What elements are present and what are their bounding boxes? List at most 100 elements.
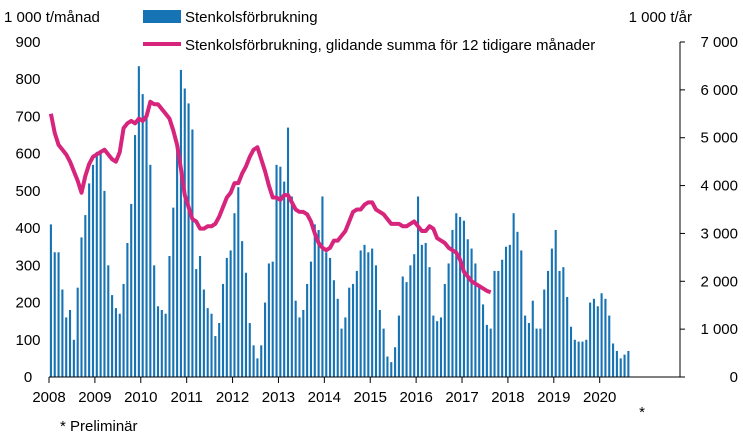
bar: [482, 304, 485, 377]
bar: [137, 66, 140, 377]
bar: [592, 298, 595, 377]
bar: [168, 256, 171, 377]
bar: [569, 326, 573, 377]
legend-bar-swatch: [143, 10, 181, 23]
x-tick-label: 2008: [32, 389, 65, 406]
left-axis-label: 1 000 t/månad: [4, 9, 100, 26]
bar: [317, 229, 320, 377]
x-tick-label: 2019: [537, 389, 570, 406]
bar: [95, 151, 98, 377]
bar: [329, 257, 332, 377]
bar: [84, 215, 87, 377]
bar: [279, 166, 282, 377]
bar: [627, 350, 630, 377]
right-tick-label: 7 000: [700, 34, 738, 51]
x-tick-label: 2010: [124, 389, 157, 406]
legend: Stenkolsförbrukning Stenkolsförbrukning,…: [143, 9, 595, 54]
bar: [68, 310, 72, 377]
bar: [195, 269, 198, 377]
bar: [72, 339, 75, 377]
bar: [516, 231, 519, 377]
left-tick-label: 700: [15, 108, 40, 125]
bar: [76, 287, 79, 377]
right-axis-label: 1 000 t/år: [629, 9, 692, 26]
left-tick-label: 0: [24, 369, 32, 386]
bar: [351, 283, 355, 377]
bar: [348, 287, 351, 377]
bar: [256, 358, 259, 377]
bar: [367, 252, 370, 377]
bar: [325, 252, 328, 377]
bar: [566, 296, 569, 377]
left-tick-label: 900: [15, 34, 40, 51]
bar: [386, 356, 389, 377]
bar: [489, 328, 492, 377]
right-tick-label: 0: [730, 369, 738, 386]
bar: [176, 148, 179, 377]
bar: [589, 302, 592, 377]
bar: [302, 310, 305, 377]
bar: [608, 315, 611, 377]
right-tick-label: 4 000: [700, 178, 738, 195]
left-tick-label: 500: [15, 183, 40, 200]
bar: [550, 248, 553, 377]
bar: [153, 265, 156, 377]
bar: [111, 295, 114, 377]
bar: [290, 196, 293, 377]
x-tick-label: 2020: [583, 389, 616, 406]
left-tick-label: 400: [15, 220, 40, 237]
bar: [508, 244, 511, 377]
bar: [585, 339, 588, 377]
bar: [313, 224, 316, 377]
bar: [439, 317, 443, 377]
bar: [241, 241, 244, 377]
footnote-marker: *: [639, 404, 645, 421]
bar: [581, 341, 584, 377]
bar: [416, 196, 420, 377]
left-tick-label: 600: [15, 146, 40, 163]
bar: [504, 246, 508, 377]
bar: [145, 116, 148, 377]
bar: [543, 289, 546, 377]
bar: [462, 220, 465, 377]
bar: [225, 257, 228, 377]
bar: [394, 347, 397, 377]
bar: [141, 94, 144, 378]
bar: [229, 250, 232, 377]
bar: [53, 252, 56, 377]
bar: [371, 248, 374, 377]
bar: [130, 203, 133, 377]
bar: [535, 328, 538, 377]
bar: [298, 317, 301, 377]
bar: [459, 216, 462, 377]
bar: [88, 183, 91, 377]
bar: [233, 213, 236, 377]
bar: [600, 293, 603, 377]
line-series: [48, 99, 492, 295]
bar: [248, 323, 251, 377]
bar: [382, 328, 385, 377]
x-tick-label: 2013: [262, 389, 295, 406]
bar: [554, 229, 557, 377]
bar: [206, 308, 209, 377]
bar: [107, 265, 110, 377]
bar: [478, 285, 481, 377]
bar: [99, 149, 102, 377]
bar: [160, 310, 163, 377]
legend-line-label: Stenkolsförbrukning, glidande summa för …: [185, 37, 595, 54]
bar: [202, 289, 205, 377]
x-axis: 2008 2009 2010 2011 2012 2013 2014 2015 2016 2017…: [32, 377, 616, 406]
bar-series: [49, 66, 630, 378]
bar: [344, 317, 347, 377]
right-tick-label: 2 000: [700, 273, 738, 290]
bar: [271, 261, 274, 377]
footnote: * Preliminär: [60, 418, 138, 435]
bar: [179, 69, 182, 378]
bar: [244, 272, 247, 377]
bar: [264, 302, 267, 377]
bar: [577, 341, 580, 377]
bar: [539, 328, 542, 377]
bar: [260, 345, 263, 377]
bar: [497, 270, 500, 377]
bar: [558, 270, 561, 377]
